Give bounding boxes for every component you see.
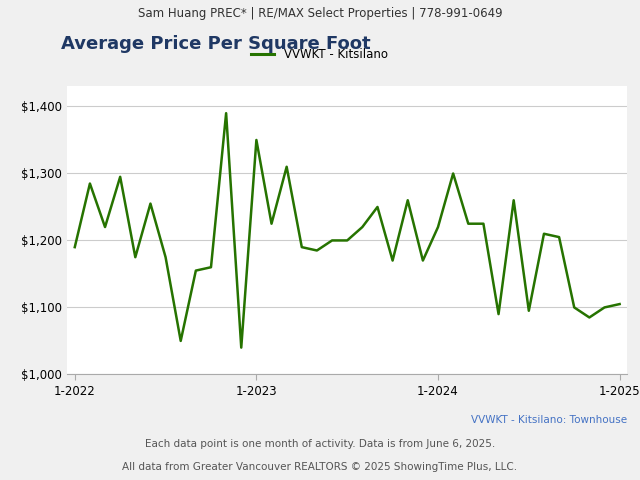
Text: VVWKT - Kitsilano: Townhouse: VVWKT - Kitsilano: Townhouse <box>471 415 627 425</box>
Text: Average Price Per Square Foot: Average Price Per Square Foot <box>61 35 371 53</box>
Legend: VVWKT - Kitsilano: VVWKT - Kitsilano <box>246 43 392 66</box>
Text: Sam Huang PREC* | RE/MAX Select Properties | 778-991-0649: Sam Huang PREC* | RE/MAX Select Properti… <box>138 7 502 20</box>
Text: All data from Greater Vancouver REALTORS © 2025 ShowingTime Plus, LLC.: All data from Greater Vancouver REALTORS… <box>122 462 518 472</box>
Text: Each data point is one month of activity. Data is from June 6, 2025.: Each data point is one month of activity… <box>145 439 495 449</box>
